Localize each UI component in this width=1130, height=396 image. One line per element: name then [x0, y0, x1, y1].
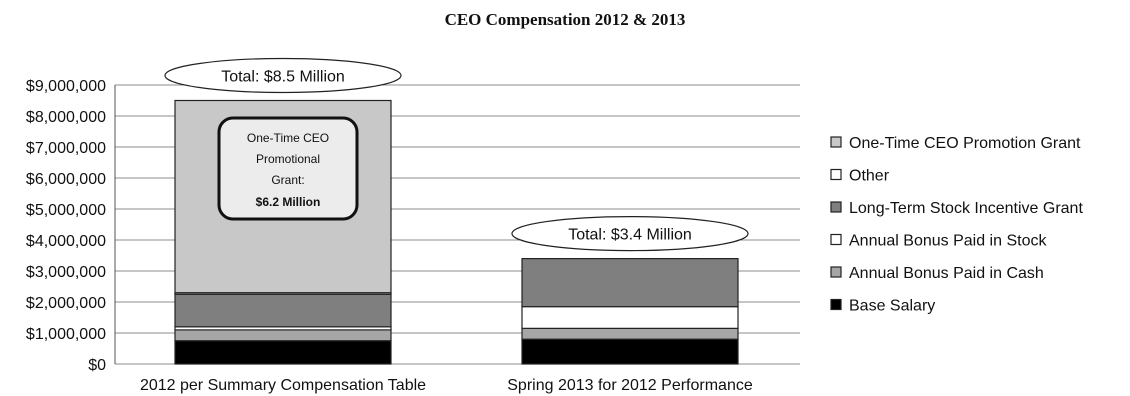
x-category-label: Spring 2013 for 2012 Performance: [507, 377, 753, 394]
legend-swatch: [830, 233, 842, 246]
total-ellipse: [511, 216, 749, 252]
legend-swatch: [830, 266, 842, 278]
y-tick-label: $0: [88, 357, 106, 374]
legend-swatch: [830, 136, 842, 148]
callout-box: [217, 116, 359, 221]
legend-swatch: [830, 201, 842, 213]
y-tick-label: $2,000,000: [26, 295, 106, 312]
y-tick-label: $9,000,000: [26, 78, 106, 95]
legend-label: Long-Term Stock Incentive Grant: [849, 200, 1083, 217]
y-tick-label: $4,000,000: [26, 233, 106, 250]
total-label: Total: $8.5 Million: [221, 69, 345, 86]
bar-segment: [521, 258, 739, 308]
total-label: Total: $3.4 Million: [568, 227, 692, 244]
chart-title: CEO Compensation 2012 & 2013: [444, 10, 686, 29]
x-axis-labels: 2012 per Summary Compensation Table Sprin…: [140, 377, 753, 394]
callout-amount: $6.2 Million: [256, 195, 321, 209]
y-tick-label: $3,000,000: [26, 264, 106, 281]
bar-segment: [521, 306, 739, 329]
bar-segment: [174, 329, 392, 342]
y-axis: $0 $1,000,000 $2,000,000 $3,000,000 $4,000,0…: [26, 78, 116, 374]
callout-line: Promotional: [256, 152, 320, 166]
total-annotations: Total: $8.5 Million Total: $3.4 Million: [164, 57, 749, 252]
x-category-label: 2012 per Summary Compensation Table: [140, 377, 426, 394]
legend-label: One-Time CEO Promotion Grant: [849, 135, 1081, 152]
y-tick-label: $8,000,000: [26, 109, 106, 126]
legend-label: Base Salary: [849, 298, 935, 315]
total-ellipse: [164, 57, 402, 94]
y-tick-label: $7,000,000: [26, 140, 106, 157]
bar-segment: [174, 293, 392, 328]
bar-segment: [521, 327, 739, 340]
legend-label: Other: [849, 168, 890, 185]
promotion-callout: One-Time CEO Promotional Grant: $6.2 Millio…: [217, 116, 359, 221]
y-tick-label: $1,000,000: [26, 326, 106, 343]
y-tick-label: $5,000,000: [26, 202, 106, 219]
legend-swatch: [830, 298, 842, 311]
legend-label: Annual Bonus Paid in Stock: [849, 233, 1047, 250]
bar-segment: [174, 340, 392, 365]
legend-swatch: [830, 168, 842, 181]
bar-segment: [521, 338, 739, 365]
legend-label: Annual Bonus Paid in Cash: [849, 265, 1044, 282]
callout-line: One-Time CEO: [247, 131, 329, 145]
y-tick-label: $6,000,000: [26, 171, 106, 188]
legend: One-Time CEO Promotion Grant Other Long-Te…: [830, 135, 1083, 315]
callout-line: Grant:: [271, 173, 304, 187]
